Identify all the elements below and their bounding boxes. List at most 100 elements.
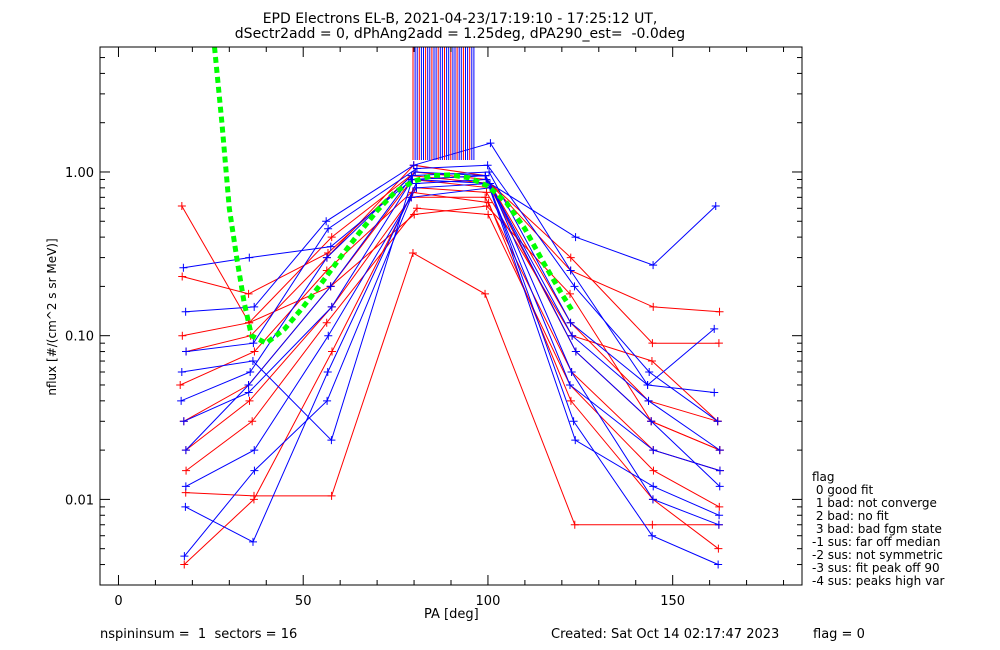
series-line (181, 205, 720, 451)
series-line (183, 175, 721, 451)
data-point-marker (407, 193, 416, 202)
data-point-marker (250, 466, 259, 475)
y-tick-label: 0.10 (65, 330, 94, 345)
data-point-marker (327, 302, 336, 311)
fit-curve-layer (212, 47, 576, 347)
data-point-marker (648, 520, 657, 529)
data-point-marker (180, 552, 189, 561)
data-point-marker (322, 318, 331, 327)
data-point-marker (648, 495, 657, 504)
flag-legend: flag 0 good fit 1 bad: not converge 2 ba… (812, 471, 944, 588)
data-point-marker (245, 396, 254, 405)
data-point-marker (248, 357, 257, 366)
data-point-marker (566, 289, 575, 298)
axis-ticks: 0 50 100 150 0.01 0.10 1.00 (65, 47, 802, 609)
data-point-marker (710, 388, 719, 397)
data-point-marker (649, 482, 658, 491)
data-point-marker (323, 368, 332, 377)
y-tick-label: 0.01 (65, 493, 94, 508)
data-point-marker (566, 266, 575, 275)
data-point-marker (567, 368, 576, 377)
series-line (185, 196, 721, 472)
data-point-marker (245, 253, 254, 262)
data-point-marker (481, 171, 490, 180)
legend-item: -4 sus: peaks high var (812, 574, 945, 588)
series-line (185, 178, 721, 543)
data-point-marker (649, 446, 658, 455)
data-point-marker (570, 282, 579, 291)
x-tick-label: 100 (476, 594, 501, 609)
fit-curve (212, 47, 576, 347)
data-point-marker (568, 331, 577, 340)
data-point-marker (482, 188, 491, 197)
chart-title-line2: dSectr2add = 0, dPhAng2add = 1.25deg, dP… (234, 26, 686, 42)
series-line (180, 171, 715, 402)
saturation-bars (412, 47, 475, 160)
data-point-marker (179, 417, 188, 426)
data-point-marker (246, 368, 255, 377)
data-point-marker (714, 544, 723, 553)
data-point-marker (714, 560, 723, 569)
legend-item: 0 good fit (812, 483, 874, 497)
data-point-marker (250, 446, 259, 455)
legend-item: -3 sus: fit peak off 90 (812, 561, 940, 575)
data-point-marker (180, 560, 189, 569)
data-point-marker (647, 357, 656, 366)
data-point-marker (327, 233, 336, 242)
data-point-marker (481, 289, 490, 298)
legend-item: -1 sus: far off median (812, 535, 941, 549)
series-line (186, 164, 718, 422)
data-point-marker (710, 324, 719, 333)
data-point-marker (566, 253, 575, 262)
data-point-marker (412, 183, 421, 192)
data-point-marker (250, 347, 259, 356)
data-point-marker (643, 380, 652, 389)
data-point-marker (181, 446, 190, 455)
data-point-marker (407, 171, 416, 180)
data-point-marker (326, 282, 335, 291)
data-point-marker (715, 482, 724, 491)
data-point-marker (714, 339, 723, 348)
data-point-marker (711, 201, 720, 210)
data-point-marker (571, 347, 580, 356)
data-point-marker (178, 331, 187, 340)
data-point-marker (648, 531, 657, 540)
data-point-marker (326, 242, 335, 251)
data-point-marker (322, 217, 331, 226)
data-point-marker (327, 436, 336, 445)
data-point-marker (179, 263, 188, 272)
x-tick-label: 50 (295, 594, 312, 609)
data-point-marker (649, 466, 658, 475)
data-point-marker (412, 164, 421, 173)
data-point-marker (570, 520, 579, 529)
data-point-marker (715, 446, 724, 455)
data-point-marker (177, 396, 186, 405)
data-point-marker (181, 482, 190, 491)
data-point-marker (181, 307, 190, 316)
data-point-marker (645, 368, 654, 377)
data-point-marker (323, 396, 332, 405)
data-point-marker (248, 537, 257, 546)
data-point-marker (249, 339, 258, 348)
data-point-marker (571, 233, 580, 242)
data-point-marker (176, 380, 185, 389)
data-point-marker (566, 318, 575, 327)
data-point-marker (715, 511, 724, 520)
series-line (179, 187, 719, 422)
footer-flag: flag = 0 (813, 627, 865, 642)
data-point-marker (649, 302, 658, 311)
footer-sector-info: nspininsum = 1 sectors = 16 (100, 627, 298, 642)
legend-item: 3 bad: bad fgm state (812, 522, 942, 536)
data-point-marker (648, 339, 657, 348)
footer-created: Created: Sat Oct 14 02:17:47 2023 (551, 627, 780, 642)
data-point-marker (324, 331, 333, 340)
data-point-marker (409, 161, 418, 170)
series-line (182, 171, 719, 344)
data-point-marker (715, 502, 724, 511)
chart-title-line1: EPD Electrons EL-B, 2021-04-23/17:19:10 … (262, 11, 658, 27)
data-point-marker (244, 388, 253, 397)
series-line (185, 164, 718, 422)
x-axis-label: PA [deg] (424, 607, 479, 622)
data-point-marker (649, 261, 658, 270)
